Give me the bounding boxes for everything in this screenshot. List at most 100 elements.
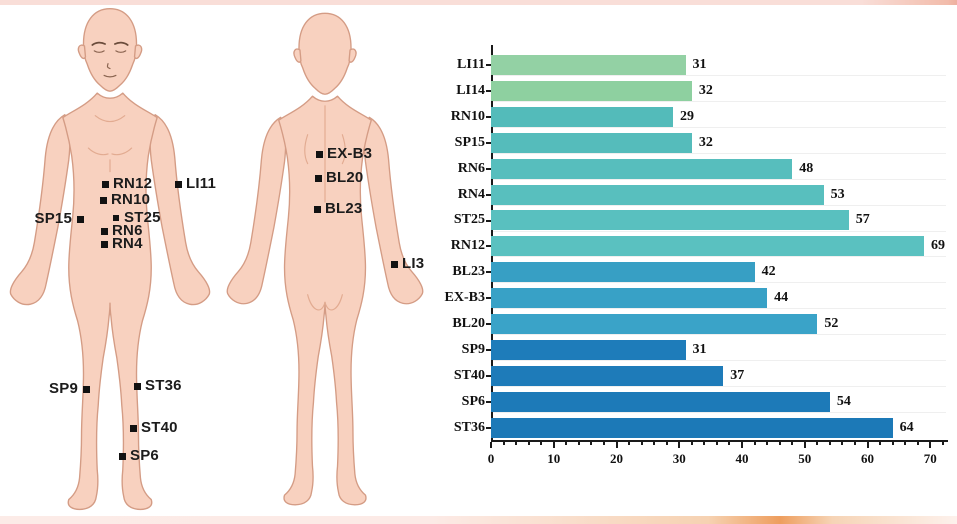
- bar-RN12: [491, 236, 925, 257]
- acupoint-marker-LI3: [390, 260, 398, 268]
- y-tick: [486, 63, 491, 66]
- acupoint-marker-SP15: [76, 215, 84, 223]
- front-torso-legs: [62, 92, 158, 511]
- gridline: [493, 74, 946, 76]
- category-label: RN12: [450, 238, 485, 254]
- y-tick: [486, 401, 491, 404]
- x-tick-major: [866, 442, 869, 448]
- y-tick: [486, 193, 491, 196]
- x-tick-minor: [916, 442, 919, 445]
- acupoint-marker-ST36: [133, 382, 141, 390]
- value-label: 29: [680, 108, 694, 124]
- value-label: 69: [931, 238, 946, 254]
- value-label: 42: [761, 264, 776, 280]
- x-tick-minor: [816, 442, 819, 445]
- y-tick: [486, 375, 491, 378]
- gridline: [493, 412, 946, 414]
- gridline: [493, 100, 946, 102]
- chart-row-ST36: ST36 64: [440, 415, 957, 441]
- y-tick: [486, 297, 491, 300]
- x-tick-minor: [640, 442, 643, 445]
- acupoint-label-ST25: ST25: [124, 209, 161, 227]
- x-tick-minor: [791, 442, 794, 445]
- y-tick: [486, 323, 491, 326]
- value-label: 31: [692, 56, 707, 72]
- chart-row-SP9: SP9 31: [440, 337, 957, 363]
- bar-ST36: [491, 417, 893, 438]
- gridline: [493, 178, 946, 180]
- chart-row-LI11: LI11 31: [440, 52, 957, 78]
- back-right-arm: [363, 116, 424, 305]
- bar-RN6: [491, 158, 793, 179]
- acupoint-label-ST36: ST36: [145, 377, 182, 395]
- x-tick-major: [615, 442, 618, 448]
- bar-EX-B3: [491, 288, 768, 309]
- category-label: ST36: [453, 419, 485, 435]
- chart-row-RN12: RN12 69: [440, 233, 957, 259]
- x-tick-major: [552, 442, 555, 448]
- x-tick-label: 0: [487, 451, 495, 466]
- acupoint-marker-SP9: [82, 385, 90, 393]
- right-ear-icon: [133, 44, 143, 60]
- x-tick-minor: [715, 442, 718, 445]
- y-tick: [486, 115, 491, 118]
- chart-row-EX-B3: EX-B3 44: [440, 285, 957, 311]
- bar-LI11: [491, 54, 686, 75]
- back-head: [298, 12, 352, 95]
- y-tick: [486, 219, 491, 222]
- gridline: [493, 282, 946, 284]
- y-tick: [486, 167, 491, 170]
- category-label: RN6: [457, 160, 485, 176]
- acupoint-marker-RN10: [99, 196, 107, 204]
- category-label: SP6: [461, 393, 485, 409]
- acupoint-label-RN10: RN10: [111, 191, 151, 209]
- category-label: EX-B3: [444, 290, 485, 306]
- x-tick-minor: [841, 442, 844, 445]
- x-tick-label: 30: [672, 451, 686, 466]
- value-label: 64: [899, 419, 914, 435]
- value-label: 54: [836, 393, 851, 409]
- chart-row-ST40: ST40 37: [440, 363, 957, 389]
- y-tick: [486, 141, 491, 144]
- back-torso-legs: [278, 95, 372, 506]
- bar-BL20: [491, 314, 818, 335]
- x-tick-label: 50: [798, 451, 812, 466]
- x-tick-minor: [577, 442, 580, 445]
- face-features: [93, 50, 127, 78]
- gridline: [493, 386, 946, 388]
- x-tick-minor: [941, 442, 944, 445]
- acupoint-label-RN6: RN6: [112, 222, 143, 240]
- acupoint-label-LI11: LI11: [186, 175, 216, 193]
- acupoint-label-BL20: BL20: [326, 169, 364, 187]
- value-label: 37: [730, 368, 745, 384]
- front-body-contours: [87, 115, 133, 173]
- gridline: [493, 256, 946, 258]
- y-tick: [486, 426, 491, 429]
- acupoint-label-BL23: BL23: [325, 200, 363, 218]
- x-tick-minor: [891, 442, 894, 445]
- x-tick-minor: [540, 442, 543, 445]
- acupoint-label-RN4: RN4: [112, 235, 143, 253]
- acupoint-label-SP9: SP9: [49, 380, 78, 398]
- x-tick-minor: [502, 442, 505, 445]
- gridline: [493, 360, 946, 362]
- x-tick-minor: [728, 442, 731, 445]
- y-tick: [486, 89, 491, 92]
- bar-ST40: [491, 366, 724, 387]
- value-label: 57: [855, 212, 870, 228]
- x-tick-minor: [602, 442, 605, 445]
- acupoint-frequency-chart: LI11 31 LI14 32 RN10 29 SP15 32 RN6 48 RN4 53 ST25 57…: [440, 45, 957, 477]
- acupoint-marker-RN4: [100, 240, 108, 248]
- gridline: [493, 334, 946, 336]
- right-ear-icon: [348, 48, 357, 63]
- chart-row-RN6: RN6 48: [440, 156, 957, 182]
- acupoint-marker-ST25: [113, 215, 119, 221]
- acupoint-marker-BL20: [314, 174, 322, 182]
- category-label: LI14: [456, 82, 485, 98]
- x-axis-line: [491, 440, 948, 442]
- y-tick: [486, 271, 491, 274]
- gridline: [493, 152, 946, 154]
- category-label: RN10: [450, 108, 485, 124]
- chart-row-BL20: BL20 52: [440, 311, 957, 337]
